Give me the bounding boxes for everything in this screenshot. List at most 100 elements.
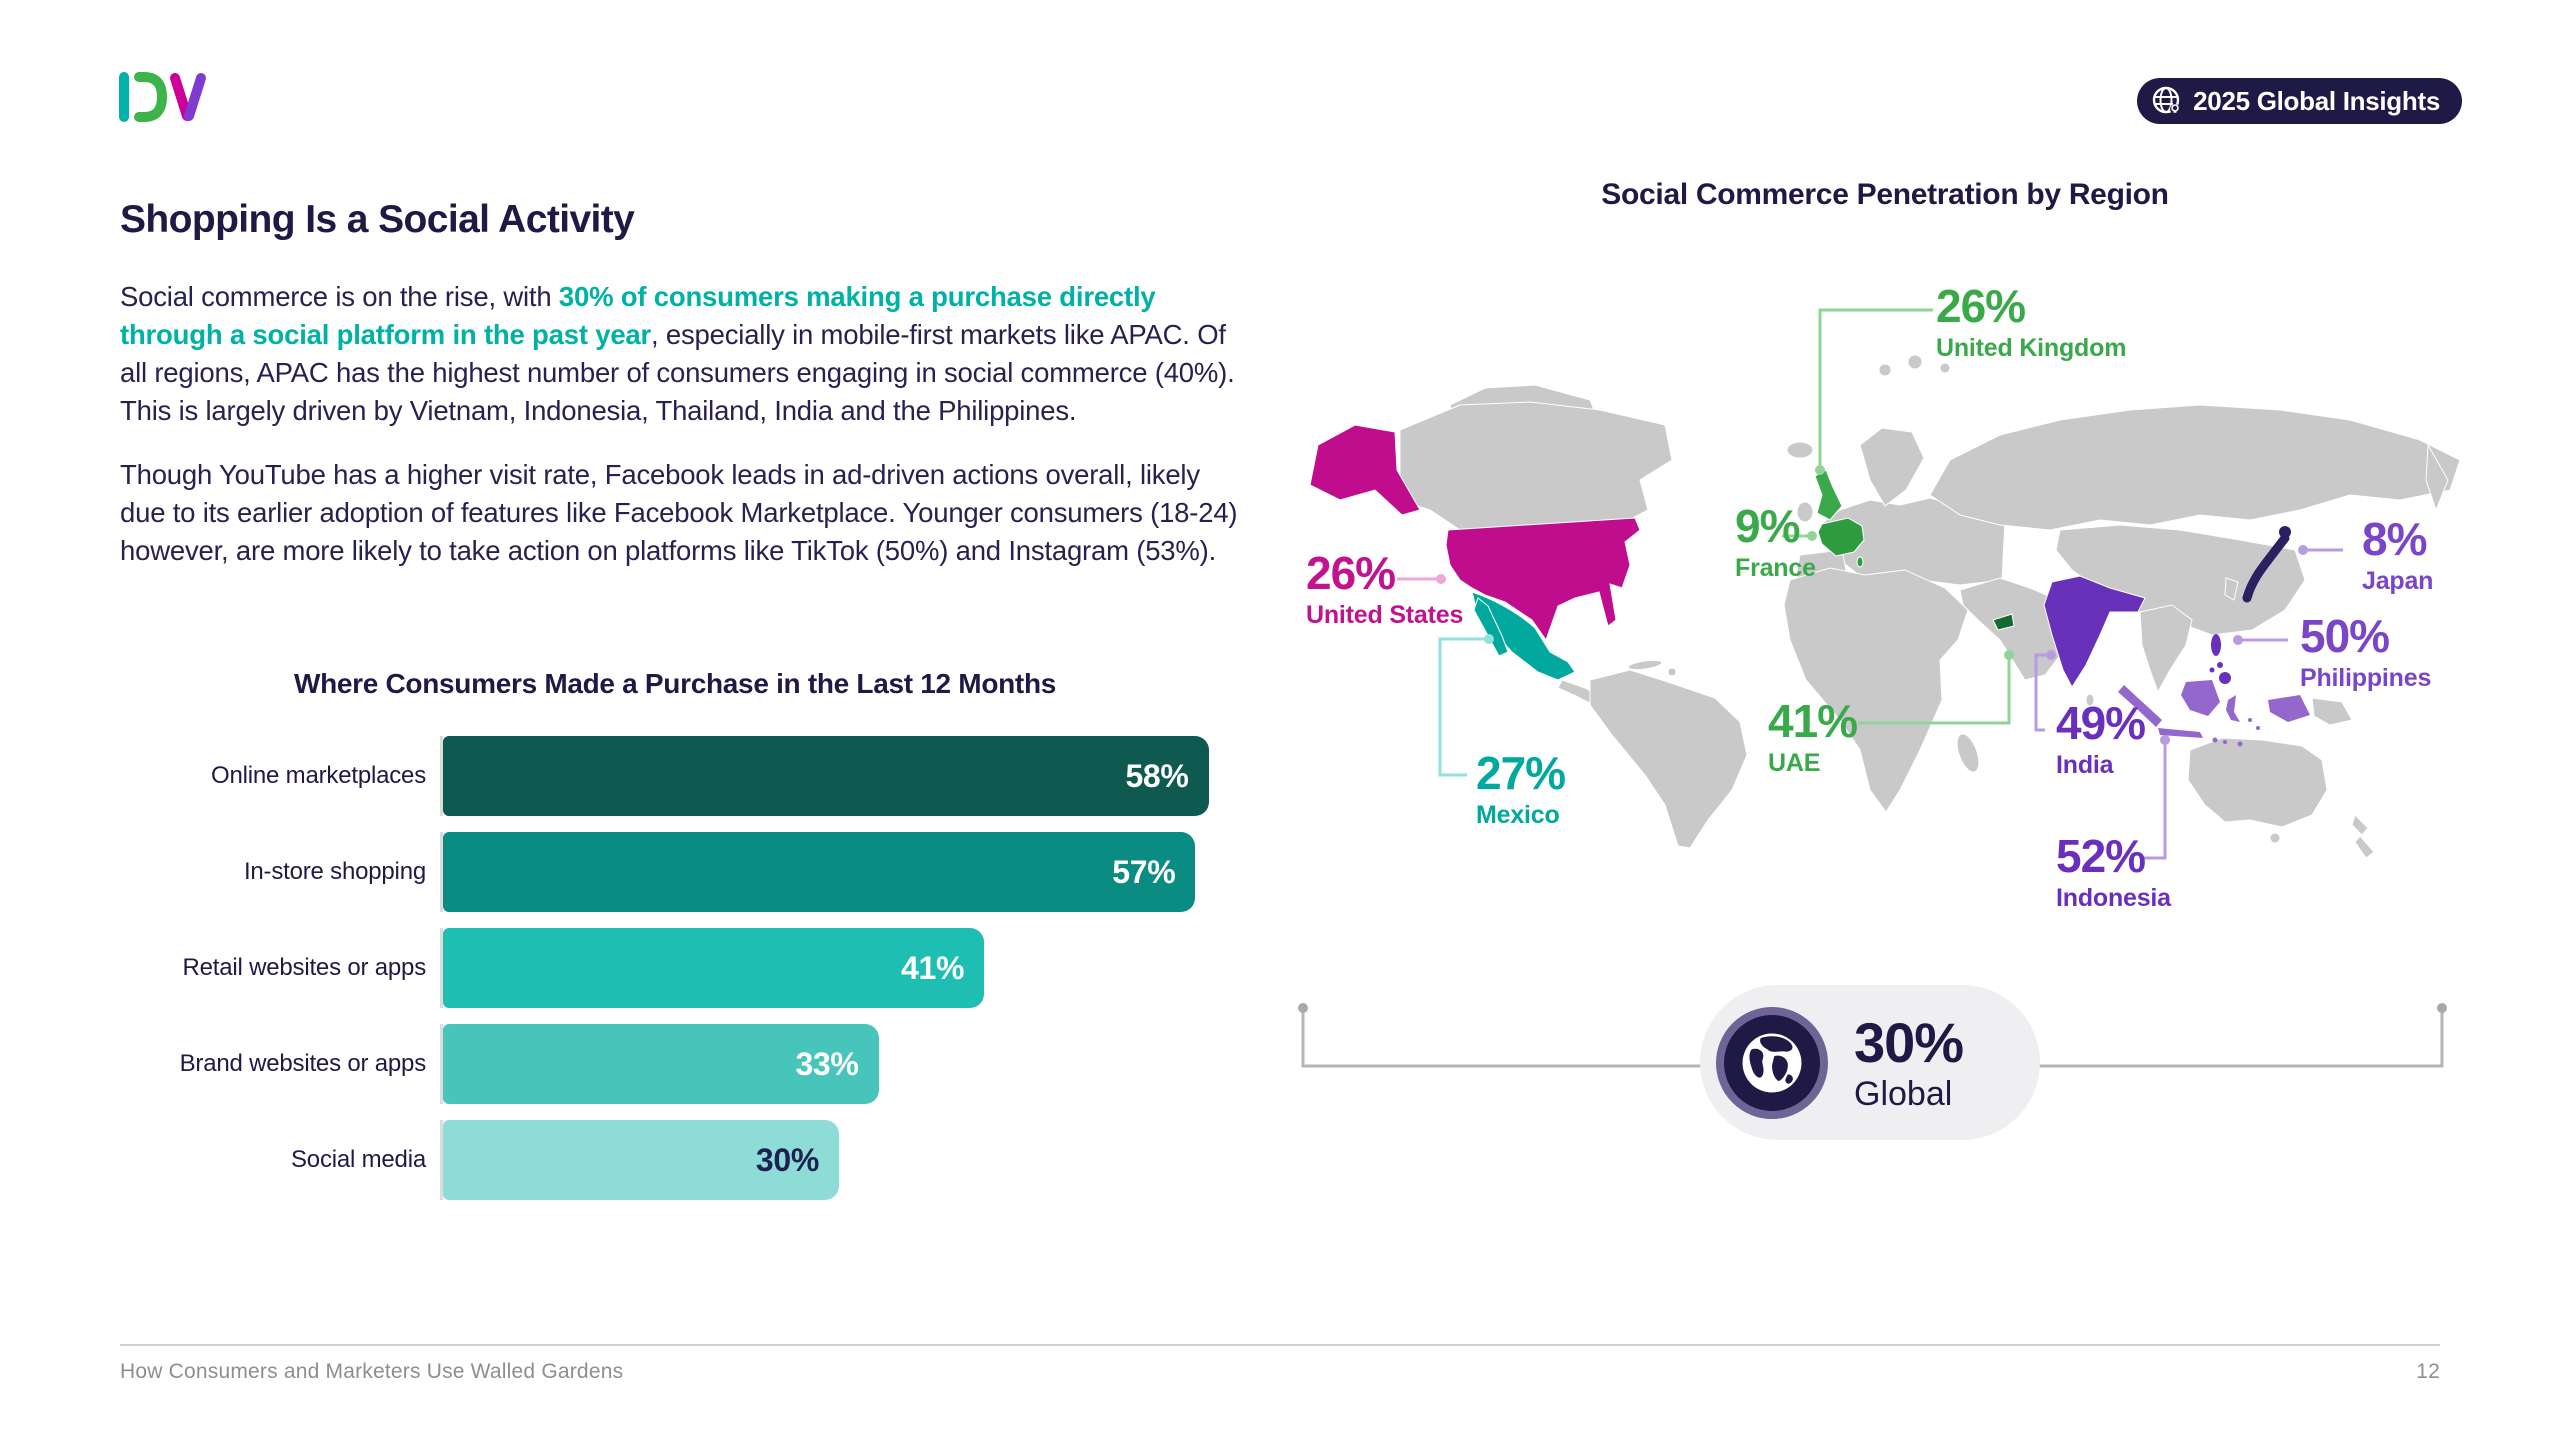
global-text: 30% Global (1854, 1014, 1964, 1113)
intro-paragraph: Social commerce is on the rise, with 30%… (120, 278, 1250, 430)
country-philippines (2209, 634, 2231, 684)
callout-country: Indonesia (2056, 884, 2171, 912)
bar-track: 30% (440, 1120, 1230, 1200)
callout-mexico: 27% Mexico (1476, 747, 1566, 829)
bar-row: Online marketplaces 58% (120, 736, 1230, 816)
region-africa (1783, 567, 1969, 813)
bar-row: Retail websites or apps 41% (120, 928, 1230, 1008)
us-callout-dot (1436, 574, 1446, 584)
callout-uae: 41% UAE (1768, 695, 1858, 777)
callout-country: UAE (1768, 749, 1821, 777)
uk-callout-dot (1815, 465, 1825, 475)
bar-row: Brand websites or apps 33% (120, 1024, 1230, 1104)
callout-value: 49% (2056, 697, 2146, 749)
mexico-callout-dot (1484, 634, 1494, 644)
bar-row: In-store shopping 57% (120, 832, 1230, 912)
country-alaska (1309, 424, 1421, 516)
country-madagascar (1956, 733, 1980, 773)
callout-philippines: 50% Philippines (2300, 613, 2431, 691)
callout-country: United States (1306, 601, 1464, 629)
callout-value: 8% (2362, 513, 2427, 565)
country-tasmania (2269, 832, 2281, 844)
footer-title: How Consumers and Marketers Use Walled G… (120, 1360, 624, 1383)
bar-value: 57% (1112, 853, 1176, 890)
purchase-channels-chart: Where Consumers Made a Purchase in the L… (120, 668, 1230, 1216)
global-stat-pill: 30% Global (1700, 985, 2040, 1140)
country-mexico-baja (1473, 597, 1509, 657)
page-number: 12 (2416, 1360, 2440, 1383)
bar-category-label: Retail websites or apps (182, 954, 426, 981)
region-kamchatka (2425, 443, 2449, 512)
callout-value: 27% (1476, 747, 1566, 799)
bar-category-label: Online marketplaces (211, 762, 426, 789)
bar-value: 41% (901, 949, 965, 986)
chart-title: Where Consumers Made a Purchase in the L… (293, 668, 1057, 699)
global-insights-badge: 2025 Global Insights (2137, 78, 2462, 124)
country-south-america (1589, 669, 1748, 849)
philippines-callout-dot (2233, 635, 2243, 645)
bar-category-label: Social media (290, 1146, 426, 1173)
country-indonesia (2118, 680, 2310, 747)
second-paragraph: Though YouTube has a higher visit rate, … (120, 458, 1238, 566)
callout-value: 26% (1936, 280, 2026, 332)
global-label: Global (1854, 1074, 1953, 1113)
callout-country: India (2056, 751, 2114, 779)
country-japan (2242, 533, 2290, 603)
bar-track: 58% (440, 736, 1230, 816)
region-scandinavia (1859, 427, 1925, 507)
bar-row: Social media 30% (120, 1120, 1230, 1200)
country-india (2043, 575, 2146, 688)
bar-category-label: Brand websites or apps (179, 1050, 427, 1077)
callout-france: 9% France (1735, 503, 1816, 581)
bar-track: 57% (440, 832, 1230, 912)
bar-value: 58% (1125, 757, 1189, 794)
japan-callout-dot (2298, 545, 2308, 555)
bar-value: 33% (795, 1045, 859, 1082)
callout-japan: 8% Japan (2362, 516, 2433, 594)
chart-rows: Online marketplaces 58% In-store shoppin… (120, 736, 1230, 1200)
bar: 41% (443, 928, 985, 1008)
country-united-kingdom (1814, 469, 1843, 521)
intro-highlight: 30% of consumers making a purchase direc… (120, 280, 1156, 350)
callout-indonesia: 52% Indonesia (2056, 833, 2171, 911)
uae-callout-dot (2004, 650, 2014, 660)
country-south-korea (2224, 577, 2239, 601)
india-callout-line (2034, 653, 2049, 732)
footer-divider (120, 1344, 2440, 1346)
region-indochina (2139, 604, 2193, 694)
country-uae (1992, 613, 2015, 631)
callout-country: Mexico (1476, 801, 1560, 829)
country-new-zealand (2351, 814, 2369, 836)
bar: 57% (443, 832, 1196, 912)
bar: 33% (443, 1024, 879, 1104)
country-cuba (1627, 659, 1663, 671)
callout-value: 41% (1768, 695, 1858, 747)
dv-logo (119, 72, 206, 122)
uae-callout-line (1858, 658, 2011, 725)
callout-india: 49% India (2056, 697, 2146, 779)
badge-label: 2025 Global Insights (2193, 85, 2440, 116)
country-france (1817, 517, 1865, 557)
callout-value: 9% (1735, 500, 1800, 552)
country-corsica (1856, 556, 1864, 568)
footer: How Consumers and Marketers Use Walled G… (120, 1360, 2440, 1384)
france-callout-dot (1807, 531, 1817, 541)
callout-value: 26% (1306, 547, 1396, 599)
bar: 58% (443, 736, 1209, 816)
country-australia (2187, 737, 2328, 828)
country-canada (1399, 401, 1673, 541)
indonesia-callout-line (2141, 743, 2167, 860)
callout-value: 52% (2056, 830, 2146, 882)
page-title: Shopping Is a Social Activity (120, 198, 635, 242)
uk-callout-line (1818, 308, 1933, 470)
globe-idea-icon (2152, 86, 2181, 114)
globe-icon (1742, 1033, 1802, 1092)
indonesia-callout-dot (2160, 735, 2170, 745)
map-title: Social Commerce Penetration by Region (1601, 178, 2169, 211)
country-japan-hokkaido (2279, 526, 2291, 538)
bar-track: 33% (440, 1024, 1230, 1104)
bar-value: 30% (755, 1141, 819, 1178)
callout-value: 50% (2300, 610, 2390, 662)
country-ireland (1796, 501, 1814, 523)
